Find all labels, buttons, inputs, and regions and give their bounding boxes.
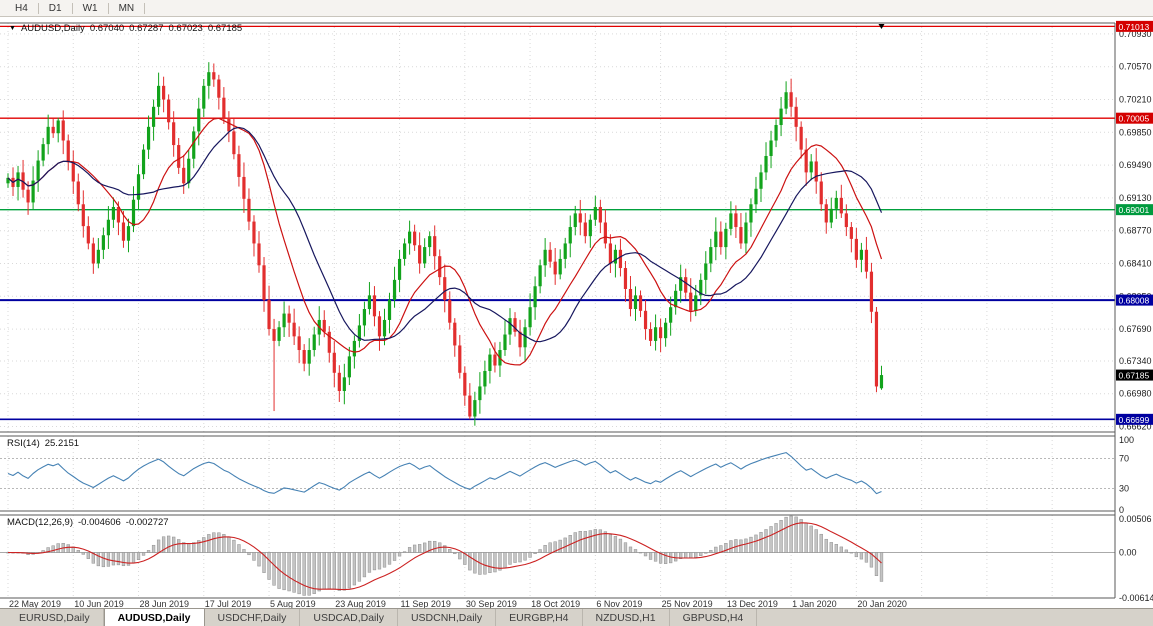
svg-text:0.67340: 0.67340 [1119,356,1152,366]
svg-text:0.66980: 0.66980 [1119,389,1152,399]
svg-text:-0.00614: -0.00614 [1119,593,1153,603]
svg-text:0.67690: 0.67690 [1119,324,1152,334]
chart-window[interactable]: 0.70930 0.70570 0.70210 0.69850 0.69490 0.691… [0,17,1153,609]
rsi-panel [0,458,1115,489]
svg-text:0.68410: 0.68410 [1119,258,1152,268]
timeframe-button-w1[interactable]: W1 [82,2,98,14]
svg-text:22 May 2019: 22 May 2019 [9,599,61,608]
svg-text:0.70210: 0.70210 [1119,95,1152,105]
chart-tab-usdchf-daily[interactable]: USDCHF,Daily [205,609,301,626]
macd-histogram [6,515,884,596]
chart-tabs: EURUSD,Daily AUDUSD,Daily USDCHF,Daily USDC… [0,608,1153,626]
svg-text:0.71013: 0.71013 [1119,22,1150,32]
svg-text:0.69130: 0.69130 [1119,193,1152,203]
svg-text:20 Jan 2020: 20 Jan 2020 [857,599,907,608]
chart-tab-audusd-daily[interactable]: AUDUSD,Daily [103,609,205,626]
panel-borders [0,22,1116,599]
svg-text:23 Aug 2019: 23 Aug 2019 [335,599,386,608]
chart-canvas[interactable]: 0.70930 0.70570 0.70210 0.69850 0.69490 0.691… [0,17,1153,609]
toolbar-separator [37,2,39,14]
chart-tab-usdcnh-daily[interactable]: USDCNH,Daily [398,609,497,626]
price-axis-badges: 0.71013 0.70005 0.69001 0.68008 0.67185 0.666… [1116,20,1153,425]
svg-text:0.00: 0.00 [1119,547,1137,557]
toolbar-separator [71,2,73,14]
svg-text:0.66620: 0.66620 [1119,422,1152,432]
svg-text:30 Sep 2019: 30 Sep 2019 [466,599,517,608]
chart-tab-eurusd-daily[interactable]: EURUSD,Daily [6,609,104,626]
svg-text:0.70005: 0.70005 [1119,114,1150,124]
ma-fast-line [7,117,883,366]
svg-text:0.70570: 0.70570 [1119,62,1152,72]
macd-axis-labels: 0.00506 0.00 -0.00614 [1119,514,1153,603]
date-axis-labels[interactable]: 22 May 2019 10 Jun 2019 28 Jun 2019 17 Jul … [9,599,907,609]
timeframe-button-mn[interactable]: MN [118,2,135,14]
rsi-line [7,452,882,495]
svg-text:30: 30 [1119,484,1129,494]
svg-text:0.68008: 0.68008 [1119,296,1150,306]
chart-tab-usdcad-daily[interactable]: USDCAD,Daily [300,609,398,626]
chart-tab-nzdusd-h1[interactable]: NZDUSD,H1 [583,609,670,626]
svg-text:0.68770: 0.68770 [1119,226,1152,236]
svg-text:1 Jan 2020: 1 Jan 2020 [792,599,837,608]
svg-text:10 Jun 2019: 10 Jun 2019 [74,599,124,608]
svg-text:13 Dec 2019: 13 Dec 2019 [727,599,778,608]
svg-text:0.67185: 0.67185 [1119,371,1150,381]
level-lines [0,25,1115,421]
svg-text:0.69001: 0.69001 [1119,205,1150,215]
svg-text:6 Nov 2019: 6 Nov 2019 [596,599,642,608]
chart-shift-marker [878,24,885,29]
svg-text:18 Oct 2019: 18 Oct 2019 [531,599,580,608]
timeframe-toolbar: H4 D1 W1 MN [0,0,1153,17]
svg-text:0.66699: 0.66699 [1119,415,1150,425]
svg-text:5 Aug 2019: 5 Aug 2019 [270,599,316,608]
svg-text:0.69490: 0.69490 [1119,160,1152,170]
timeframe-button-d1[interactable]: D1 [48,2,62,14]
svg-text:25 Nov 2019: 25 Nov 2019 [662,599,713,608]
macd-signal-line [7,522,882,591]
svg-text:11 Sep 2019: 11 Sep 2019 [401,599,451,608]
chart-tab-gbpusd-h4[interactable]: GBPUSD,H4 [670,609,758,626]
svg-text:17 Jul 2019: 17 Jul 2019 [205,599,252,608]
svg-text:0.69850: 0.69850 [1119,127,1152,137]
toolbar-separator [144,2,146,14]
chart-grid [0,23,1115,598]
rsi-axis-labels: 100 70 30 0 [1119,435,1134,515]
ma-slow-line [7,126,883,343]
chart-tab-eurgbp-h4[interactable]: EURGBP,H4 [496,609,583,626]
svg-text:100: 100 [1119,435,1134,445]
svg-text:0: 0 [1119,505,1124,515]
candles-layer [6,62,884,426]
svg-text:28 Jun 2019: 28 Jun 2019 [140,599,190,608]
svg-text:0.00506: 0.00506 [1119,514,1152,524]
timeframe-button-h4[interactable]: H4 [15,2,28,14]
svg-text:0.70930: 0.70930 [1119,29,1152,39]
svg-text:70: 70 [1119,454,1129,464]
toolbar-separator [107,2,109,14]
